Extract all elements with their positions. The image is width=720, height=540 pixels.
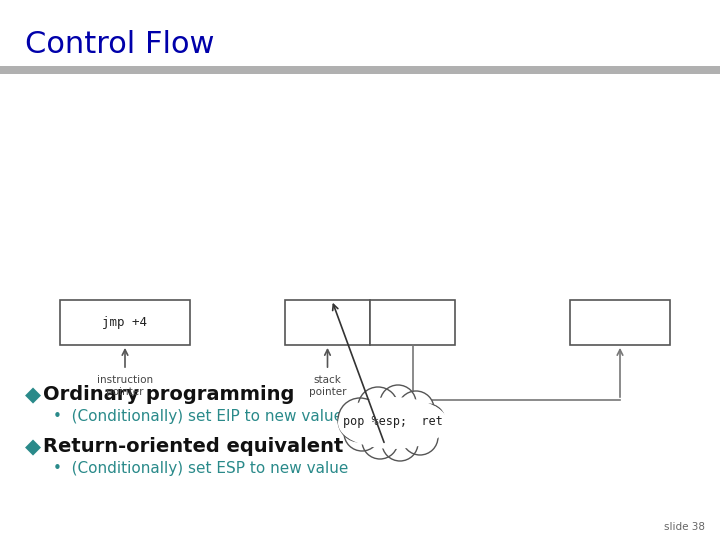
FancyBboxPatch shape: [0, 66, 720, 74]
FancyBboxPatch shape: [60, 300, 190, 345]
Text: ◆: ◆: [25, 437, 41, 457]
Ellipse shape: [338, 397, 448, 449]
Text: Return-oriented equivalent: Return-oriented equivalent: [43, 437, 343, 456]
Text: stack
pointer: stack pointer: [309, 375, 346, 396]
Circle shape: [358, 387, 398, 427]
Circle shape: [362, 423, 398, 459]
Text: •  (Conditionally) set ESP to new value: • (Conditionally) set ESP to new value: [53, 462, 348, 476]
Circle shape: [362, 391, 426, 455]
FancyBboxPatch shape: [570, 300, 670, 345]
Text: ◆: ◆: [25, 385, 41, 405]
Text: pop %esp;  ret: pop %esp; ret: [343, 415, 443, 429]
Circle shape: [382, 425, 418, 461]
FancyBboxPatch shape: [285, 300, 370, 345]
Text: instruction
pointer: instruction pointer: [97, 375, 153, 396]
Circle shape: [338, 398, 382, 442]
Circle shape: [398, 391, 434, 427]
Circle shape: [344, 415, 380, 451]
Text: slide 38: slide 38: [664, 522, 705, 532]
Circle shape: [380, 385, 416, 421]
Circle shape: [411, 404, 445, 438]
Text: •  (Conditionally) set EIP to new value: • (Conditionally) set EIP to new value: [53, 409, 343, 424]
Text: jmp +4: jmp +4: [102, 316, 148, 329]
Text: Ordinary programming: Ordinary programming: [43, 386, 294, 404]
FancyBboxPatch shape: [370, 300, 455, 345]
Text: Control Flow: Control Flow: [25, 30, 215, 59]
Circle shape: [402, 419, 438, 455]
